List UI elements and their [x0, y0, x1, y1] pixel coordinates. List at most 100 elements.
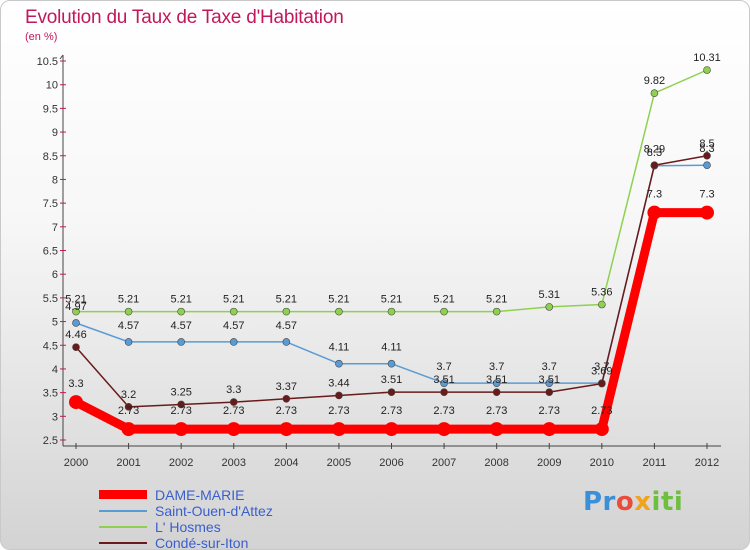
y-tick-label: 10	[46, 80, 58, 92]
data-label: 10.31	[693, 52, 721, 64]
data-point	[174, 422, 189, 437]
data-point	[72, 319, 80, 327]
data-label: 2.73	[118, 405, 139, 417]
data-point	[489, 422, 504, 437]
data-label: 2.73	[223, 405, 244, 417]
data-point	[700, 205, 714, 220]
data-label: 2.73	[539, 405, 560, 417]
data-point	[440, 307, 448, 316]
y-tick-label: 7.5	[43, 198, 58, 210]
series-line-2	[75, 69, 708, 313]
data-label: 2.73	[170, 405, 191, 417]
x-tick-label: 2007	[432, 457, 456, 469]
data-point	[335, 359, 343, 368]
legend-swatch	[99, 510, 147, 512]
y-tick-label: 4.5	[43, 340, 58, 352]
data-point	[387, 359, 396, 368]
series-layer	[69, 66, 714, 437]
data-label: 5.21	[486, 294, 507, 306]
data-point	[279, 422, 294, 437]
data-point	[594, 422, 609, 437]
data-label: 2.73	[486, 405, 507, 417]
data-label: 3.7	[542, 361, 557, 373]
data-point	[226, 422, 241, 437]
data-point	[177, 400, 185, 409]
x-tick-label: 2000	[64, 457, 88, 469]
data-point	[229, 398, 238, 406]
legend-swatch	[99, 542, 147, 544]
data-point	[124, 403, 133, 411]
x-tick-label: 2009	[537, 457, 561, 469]
data-point	[331, 422, 346, 437]
x-tick-label: 2012	[695, 457, 719, 469]
data-label: 3.7	[436, 361, 451, 373]
data-label: 5.21	[65, 294, 86, 306]
x-tick-label: 2004	[274, 457, 298, 469]
data-label: 3.51	[381, 374, 402, 386]
x-tick-label: 2002	[169, 457, 193, 469]
legend-item: Condé-sur-Iton	[99, 535, 359, 550]
y-tick-label: 7	[52, 222, 58, 234]
data-label: 9.82	[644, 75, 665, 87]
data-point	[650, 89, 659, 98]
chart-unit: (en %)	[25, 31, 58, 43]
data-label: 4.11	[329, 342, 350, 354]
data-label: 3.51	[539, 374, 560, 386]
data-point	[545, 388, 554, 396]
legend-swatch	[99, 526, 147, 528]
x-tick-label: 2008	[484, 457, 508, 469]
legend-item: Saint-Ouen-d'Attez	[99, 503, 359, 519]
y-axis-arrow	[59, 54, 64, 60]
data-label: 2.73	[591, 405, 612, 417]
data-label: 3.3	[68, 378, 83, 390]
axes: 2.5 3 3.5 4 4.5 5 5.5 6 6.5 7 7.5 8 8.5 9 9.5 10 10.5 200…	[37, 54, 721, 469]
data-label: 3.37	[276, 381, 297, 393]
legend-item: L' Hosmes	[99, 519, 359, 535]
data-point	[69, 395, 83, 410]
data-point	[229, 338, 238, 346]
data-label: 3.3	[226, 384, 241, 396]
data-label: 4.11	[381, 342, 402, 354]
data-labels-layer: 5.21 5.21 5.21 5.21 5.21 5.21 5.21 5.21 5.21 5.31…	[65, 52, 720, 417]
data-point	[282, 307, 291, 316]
data-point	[384, 422, 399, 437]
data-label: 5.21	[118, 294, 139, 306]
data-label: 4.97	[65, 301, 86, 313]
data-label: 7.3	[699, 189, 714, 201]
data-label: 3.25	[170, 386, 191, 398]
data-label: 8.29	[644, 144, 665, 156]
legend-label: Condé-sur-Iton	[155, 535, 249, 550]
y-tick-label: 10.5	[37, 56, 58, 68]
data-label: 5.31	[539, 289, 560, 301]
x-tick-label: 2011	[643, 457, 667, 469]
data-label: 3.69	[591, 366, 612, 378]
data-point	[647, 205, 662, 220]
data-point	[492, 307, 501, 316]
data-point	[72, 343, 80, 351]
data-label: 3.51	[433, 374, 454, 386]
y-tick-label: 8.5	[43, 151, 58, 163]
data-point	[177, 338, 185, 346]
data-label: 2.73	[328, 405, 349, 417]
data-label: 3.51	[486, 374, 507, 386]
y-tick-label: 6	[52, 269, 58, 281]
data-point	[177, 307, 185, 316]
data-label: 5.21	[276, 294, 297, 306]
x-tick-label: 2006	[379, 457, 403, 469]
data-point	[545, 379, 554, 387]
y-tick-label: 9	[52, 127, 58, 139]
data-point	[282, 338, 291, 346]
y-tick-label: 3.5	[43, 388, 58, 400]
data-label: 2.73	[276, 405, 297, 417]
y-tick-label: 9.5	[43, 103, 58, 115]
y-tick-label: 5	[52, 317, 58, 329]
data-point	[335, 307, 343, 316]
data-point	[124, 307, 133, 316]
data-point	[440, 379, 448, 387]
data-label: 5.36	[591, 287, 612, 299]
data-point	[124, 338, 133, 346]
data-label: 3.7	[489, 361, 504, 373]
data-label: 4.57	[223, 320, 244, 332]
y-tick-label: 3	[52, 411, 58, 423]
